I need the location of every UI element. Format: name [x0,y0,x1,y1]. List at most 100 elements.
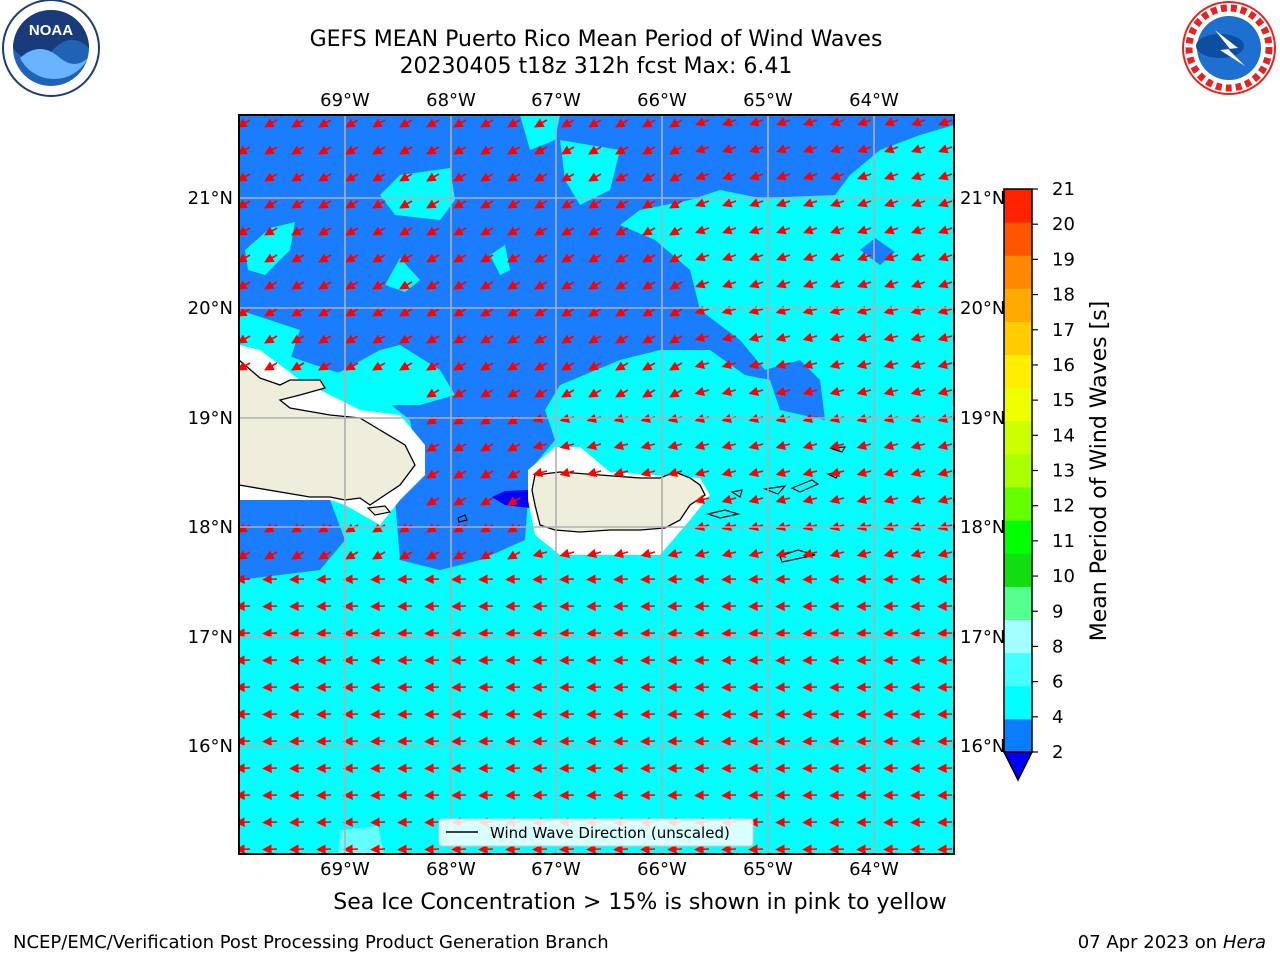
wind-arrow-icon [642,118,656,128]
wind-arrow-icon [802,117,818,127]
nws-logo-icon [1182,1,1276,95]
wind-arrow-icon [856,601,872,612]
wind-arrow-icon [480,388,494,398]
wind-arrow-icon [802,736,818,747]
wind-arrow-icon [372,145,386,155]
wind-arrow-icon [318,550,332,560]
wind-arrow-icon [910,817,926,828]
wind-arrow-icon [426,145,440,155]
wind-arrow-icon [586,440,602,451]
wind-arrow-icon [694,279,710,289]
wind-arrow-icon [937,709,953,720]
wind-arrow-icon [453,199,467,209]
wind-arrow-icon [613,709,629,720]
colorbar-segment [1004,553,1032,587]
wind-arrow-icon [721,359,737,370]
wind-arrow-icon [561,199,575,209]
wind-arrow-icon [507,307,521,317]
wind-arrow-icon [316,817,332,828]
wind-arrow-icon [694,440,710,451]
wind-arrow-icon [748,709,764,720]
wind-arrow-icon [397,790,413,801]
wind-arrow-icon [478,736,494,747]
colorbar: 2 4 6 8 9 10 11 12 13 14 15 16 17 18 19 20 21 [1002,179,1075,782]
wind-arrow-icon [316,601,332,612]
wind-arrow-icon [480,307,494,317]
colorbar-segment [1004,453,1032,488]
wind-arrow-icon [721,117,737,127]
wind-arrow-icon [613,574,629,585]
lon-label-bottom: 69°W [320,859,370,880]
wind-arrow-icon [451,601,467,612]
wind-arrow-icon [586,601,602,612]
wind-arrow-icon [480,496,494,506]
wind-arrow-icon [316,574,332,585]
wind-arrow-icon [453,334,467,344]
wind-arrow-icon [262,655,278,666]
wind-arrow-icon [721,144,737,154]
wind-arrow-icon [721,198,737,208]
wind-arrow-icon [642,280,656,290]
wind-arrow-icon [289,817,305,828]
wind-arrow-icon [451,682,467,693]
colorbar-segment [1004,255,1032,289]
wind-arrow-icon [883,332,899,343]
wind-arrow-icon [829,305,845,316]
lat-label-left: 19°N [188,408,233,429]
wind-arrow-icon [289,574,305,585]
wind-arrow-icon [694,386,710,397]
wind-arrow-icon [239,361,251,371]
sea-ice-note: Sea Ice Concentration > 15% is shown in … [333,890,947,915]
wind-arrow-icon [694,844,710,854]
wind-arrow-icon [748,790,764,801]
wind-arrow-icon [426,388,440,398]
colorbar-tick-label: 16 [1052,355,1075,376]
wind-arrow-icon [505,790,521,801]
wind-arrow-icon [534,118,548,128]
wind-arrow-icon [507,199,521,209]
wind-arrow-icon [370,709,386,720]
colorbar-segment [1004,354,1032,389]
wind-arrow-icon [937,332,953,343]
wind-arrow-icon [480,361,494,371]
wind-arrow-icon [586,574,602,585]
wind-arrow-icon [451,628,467,639]
wind-arrow-icon [588,145,602,155]
wind-arrow-icon [534,334,548,344]
wind-arrow-icon [748,682,764,693]
wind-arrow-icon [424,709,440,720]
wind-arrow-icon [613,467,629,478]
wind-arrow-icon [883,117,899,127]
wind-arrow-icon [507,469,521,479]
wind-arrow-icon [721,225,737,235]
wind-arrow-icon [748,763,764,774]
wind-arrow-icon [748,279,764,289]
wind-arrow-icon [802,601,818,612]
wind-arrow-icon [856,548,872,559]
wind-arrow-icon [399,280,413,290]
wind-arrow-icon [532,763,548,774]
colorbar-tick-label: 17 [1052,320,1075,341]
wind-arrow-icon [910,171,926,181]
wind-arrow-icon [343,736,359,747]
wind-arrow-icon [721,494,737,505]
wind-arrow-icon [426,469,440,479]
wind-arrow-icon [426,226,440,236]
wind-arrow-icon [937,144,953,154]
footer-left: NCEP/EMC/Verification Post Processing Pr… [13,932,609,953]
wind-arrow-icon [262,574,278,585]
wind-arrow-icon [372,226,386,236]
wind-arrow-icon [802,332,818,343]
wind-arrow-icon [426,172,440,182]
wind-arrow-icon [748,494,764,505]
wind-arrow-icon [775,198,791,208]
wind-arrow-icon [615,307,629,317]
wind-arrow-icon [397,844,413,854]
wind-arrow-icon [343,628,359,639]
wind-arrow-icon [424,682,440,693]
wind-arrow-icon [613,601,629,612]
wind-arrow-icon [507,334,521,344]
wind-arrow-icon [478,601,494,612]
colorbar-segment [1004,222,1032,256]
lat-label-left: 17°N [188,627,233,648]
